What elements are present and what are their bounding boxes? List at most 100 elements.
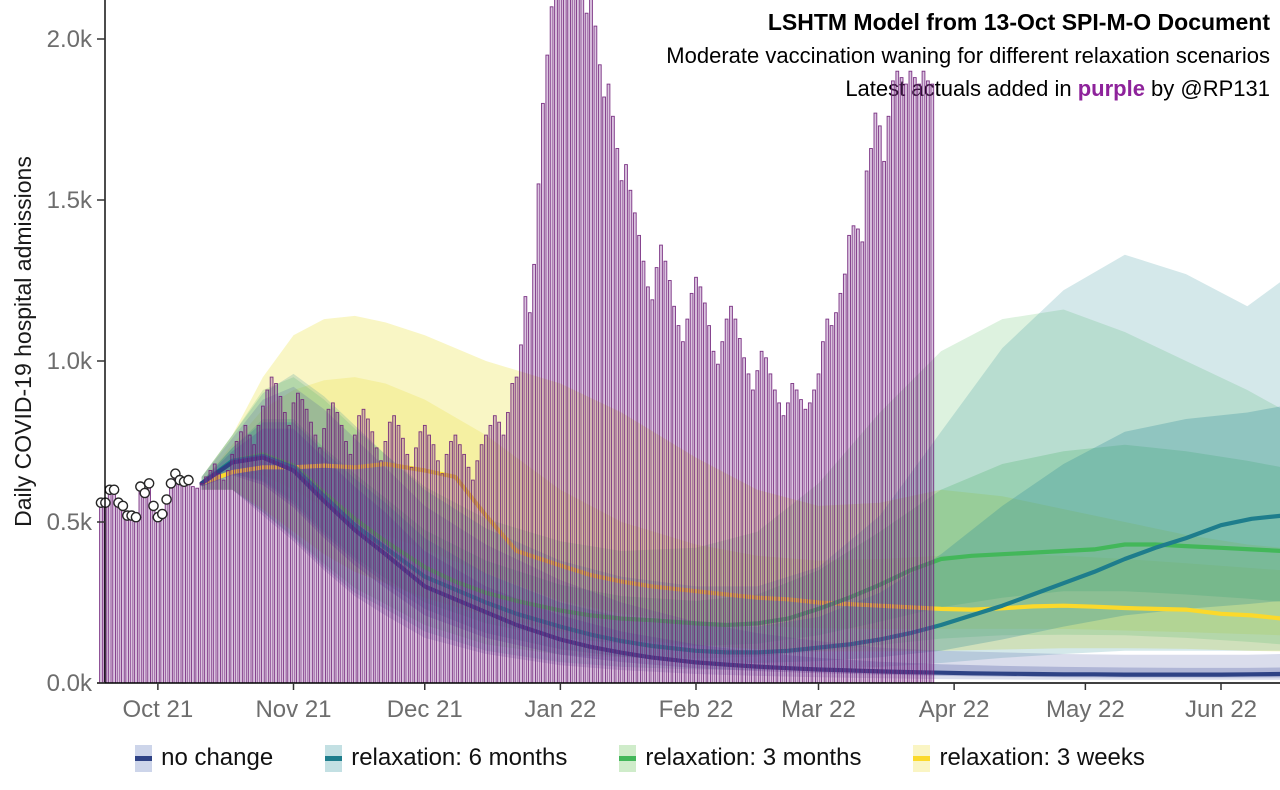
actuals-bar (689, 292, 694, 684)
actuals-bar (751, 389, 755, 684)
actuals-bar (514, 376, 519, 684)
actuals-bar (659, 244, 663, 684)
actuals-bar (116, 502, 121, 684)
actuals-bar (576, 0, 580, 684)
actuals-bar (147, 482, 151, 684)
actuals-bar (501, 434, 506, 684)
fitted-point (130, 511, 142, 523)
actuals-bar (331, 402, 335, 684)
chart-subtitle: Moderate vaccination waning for differen… (666, 43, 1270, 68)
y-tick-label: 1.5k (47, 187, 93, 214)
legend-label: relaxation: 3 weeks (939, 744, 1145, 771)
actuals-bar (401, 437, 405, 684)
actuals-bar (239, 431, 243, 684)
x-tick-label: Jan 22 (524, 696, 596, 723)
actuals-bar (304, 408, 309, 684)
actuals-bar (834, 312, 838, 684)
actuals-bar (711, 350, 716, 684)
actuals-bar (379, 460, 383, 684)
actuals-bar (541, 102, 545, 684)
actuals-bar (265, 389, 270, 684)
actuals-bar (838, 292, 843, 684)
actuals-bar (121, 505, 125, 684)
actuals-bar (904, 83, 908, 684)
actuals-bar (488, 424, 493, 684)
actuals-bar (322, 428, 326, 684)
actuals-bar (177, 479, 182, 684)
actuals-bar (335, 412, 340, 684)
fitted-point (161, 494, 172, 505)
legend-key-relaxation-3-months-icon (619, 744, 637, 772)
actuals-bar (230, 453, 235, 684)
actuals-bar (628, 189, 633, 684)
actuals-bar (134, 516, 138, 684)
chart-title: LSHTM Model from 13-Oct SPI-M-O Document (767, 9, 1270, 35)
actuals-bar (899, 77, 904, 684)
legend-label: relaxation: 6 months (351, 744, 568, 771)
actuals-bar (842, 273, 847, 684)
fitted-point (148, 500, 159, 512)
x-tick-label: Oct 21 (123, 696, 194, 723)
actuals-bar (99, 502, 103, 684)
legend: no change relaxation: 6 months relaxatio… (0, 740, 1280, 776)
actuals-bar (676, 325, 681, 684)
actuals-bar (921, 70, 926, 684)
legend-label: no change (161, 744, 274, 771)
annotation-highlight: purple (1077, 76, 1145, 101)
actuals-bar (707, 325, 711, 684)
actuals-bar (173, 473, 178, 684)
actuals-bar (781, 415, 786, 684)
fitted-point (183, 474, 194, 486)
legend-item-relaxation-3-weeks: relaxation: 3 weeks (913, 744, 1145, 772)
actuals-bar (882, 160, 886, 684)
actuals-bar (917, 83, 921, 684)
fitted-point (165, 478, 177, 489)
actuals-bar (169, 482, 173, 684)
actuals-bar (729, 305, 733, 684)
y-tick-label: 0.5k (47, 509, 93, 536)
y-tick-label: 1.0k (47, 348, 93, 375)
actuals-bar (724, 318, 729, 684)
fitted-point (139, 487, 151, 499)
actuals-bar (444, 453, 449, 684)
actuals-bar (300, 399, 305, 684)
actuals-bar (755, 370, 760, 684)
actuals-bar (624, 164, 628, 684)
fitted-point (156, 508, 168, 520)
actuals-bar (449, 441, 453, 684)
actuals-bar (545, 54, 550, 684)
actuals-bar (549, 6, 554, 684)
actuals-bar (702, 302, 707, 684)
actuals-bar (313, 434, 318, 684)
actuals-bar (497, 421, 501, 684)
actuals-bar (357, 415, 361, 684)
actuals-bar (562, 0, 567, 684)
actuals-bar (348, 453, 353, 684)
actuals-bar (156, 516, 160, 684)
actuals-bar (737, 338, 742, 684)
chart-annotation: Latest actuals added in purple by @RP131 (666, 72, 1270, 105)
actuals-bar (873, 112, 878, 684)
actuals-bar (291, 402, 296, 684)
actuals-bar (226, 470, 230, 684)
actuals-bar (663, 260, 668, 684)
actuals-bar (646, 286, 650, 684)
actuals-bar (567, 0, 571, 684)
actuals-bar (344, 441, 348, 684)
actuals-bar (720, 341, 725, 684)
actuals-bar (816, 373, 821, 684)
actuals-bar (261, 405, 265, 684)
actuals-bar (860, 241, 865, 684)
title-block: LSHTM Model from 13-Oct SPI-M-O Document… (666, 6, 1270, 105)
actuals-bar (247, 434, 252, 684)
actuals-bar (615, 148, 620, 684)
actuals-bar (764, 357, 768, 684)
actuals-bar (606, 83, 611, 684)
actuals-bar (396, 424, 401, 684)
actuals-bar (182, 481, 186, 684)
actuals-bar (794, 389, 799, 684)
actuals-bar (847, 234, 851, 684)
actuals-bar (803, 408, 808, 684)
actuals-bar (204, 476, 208, 684)
